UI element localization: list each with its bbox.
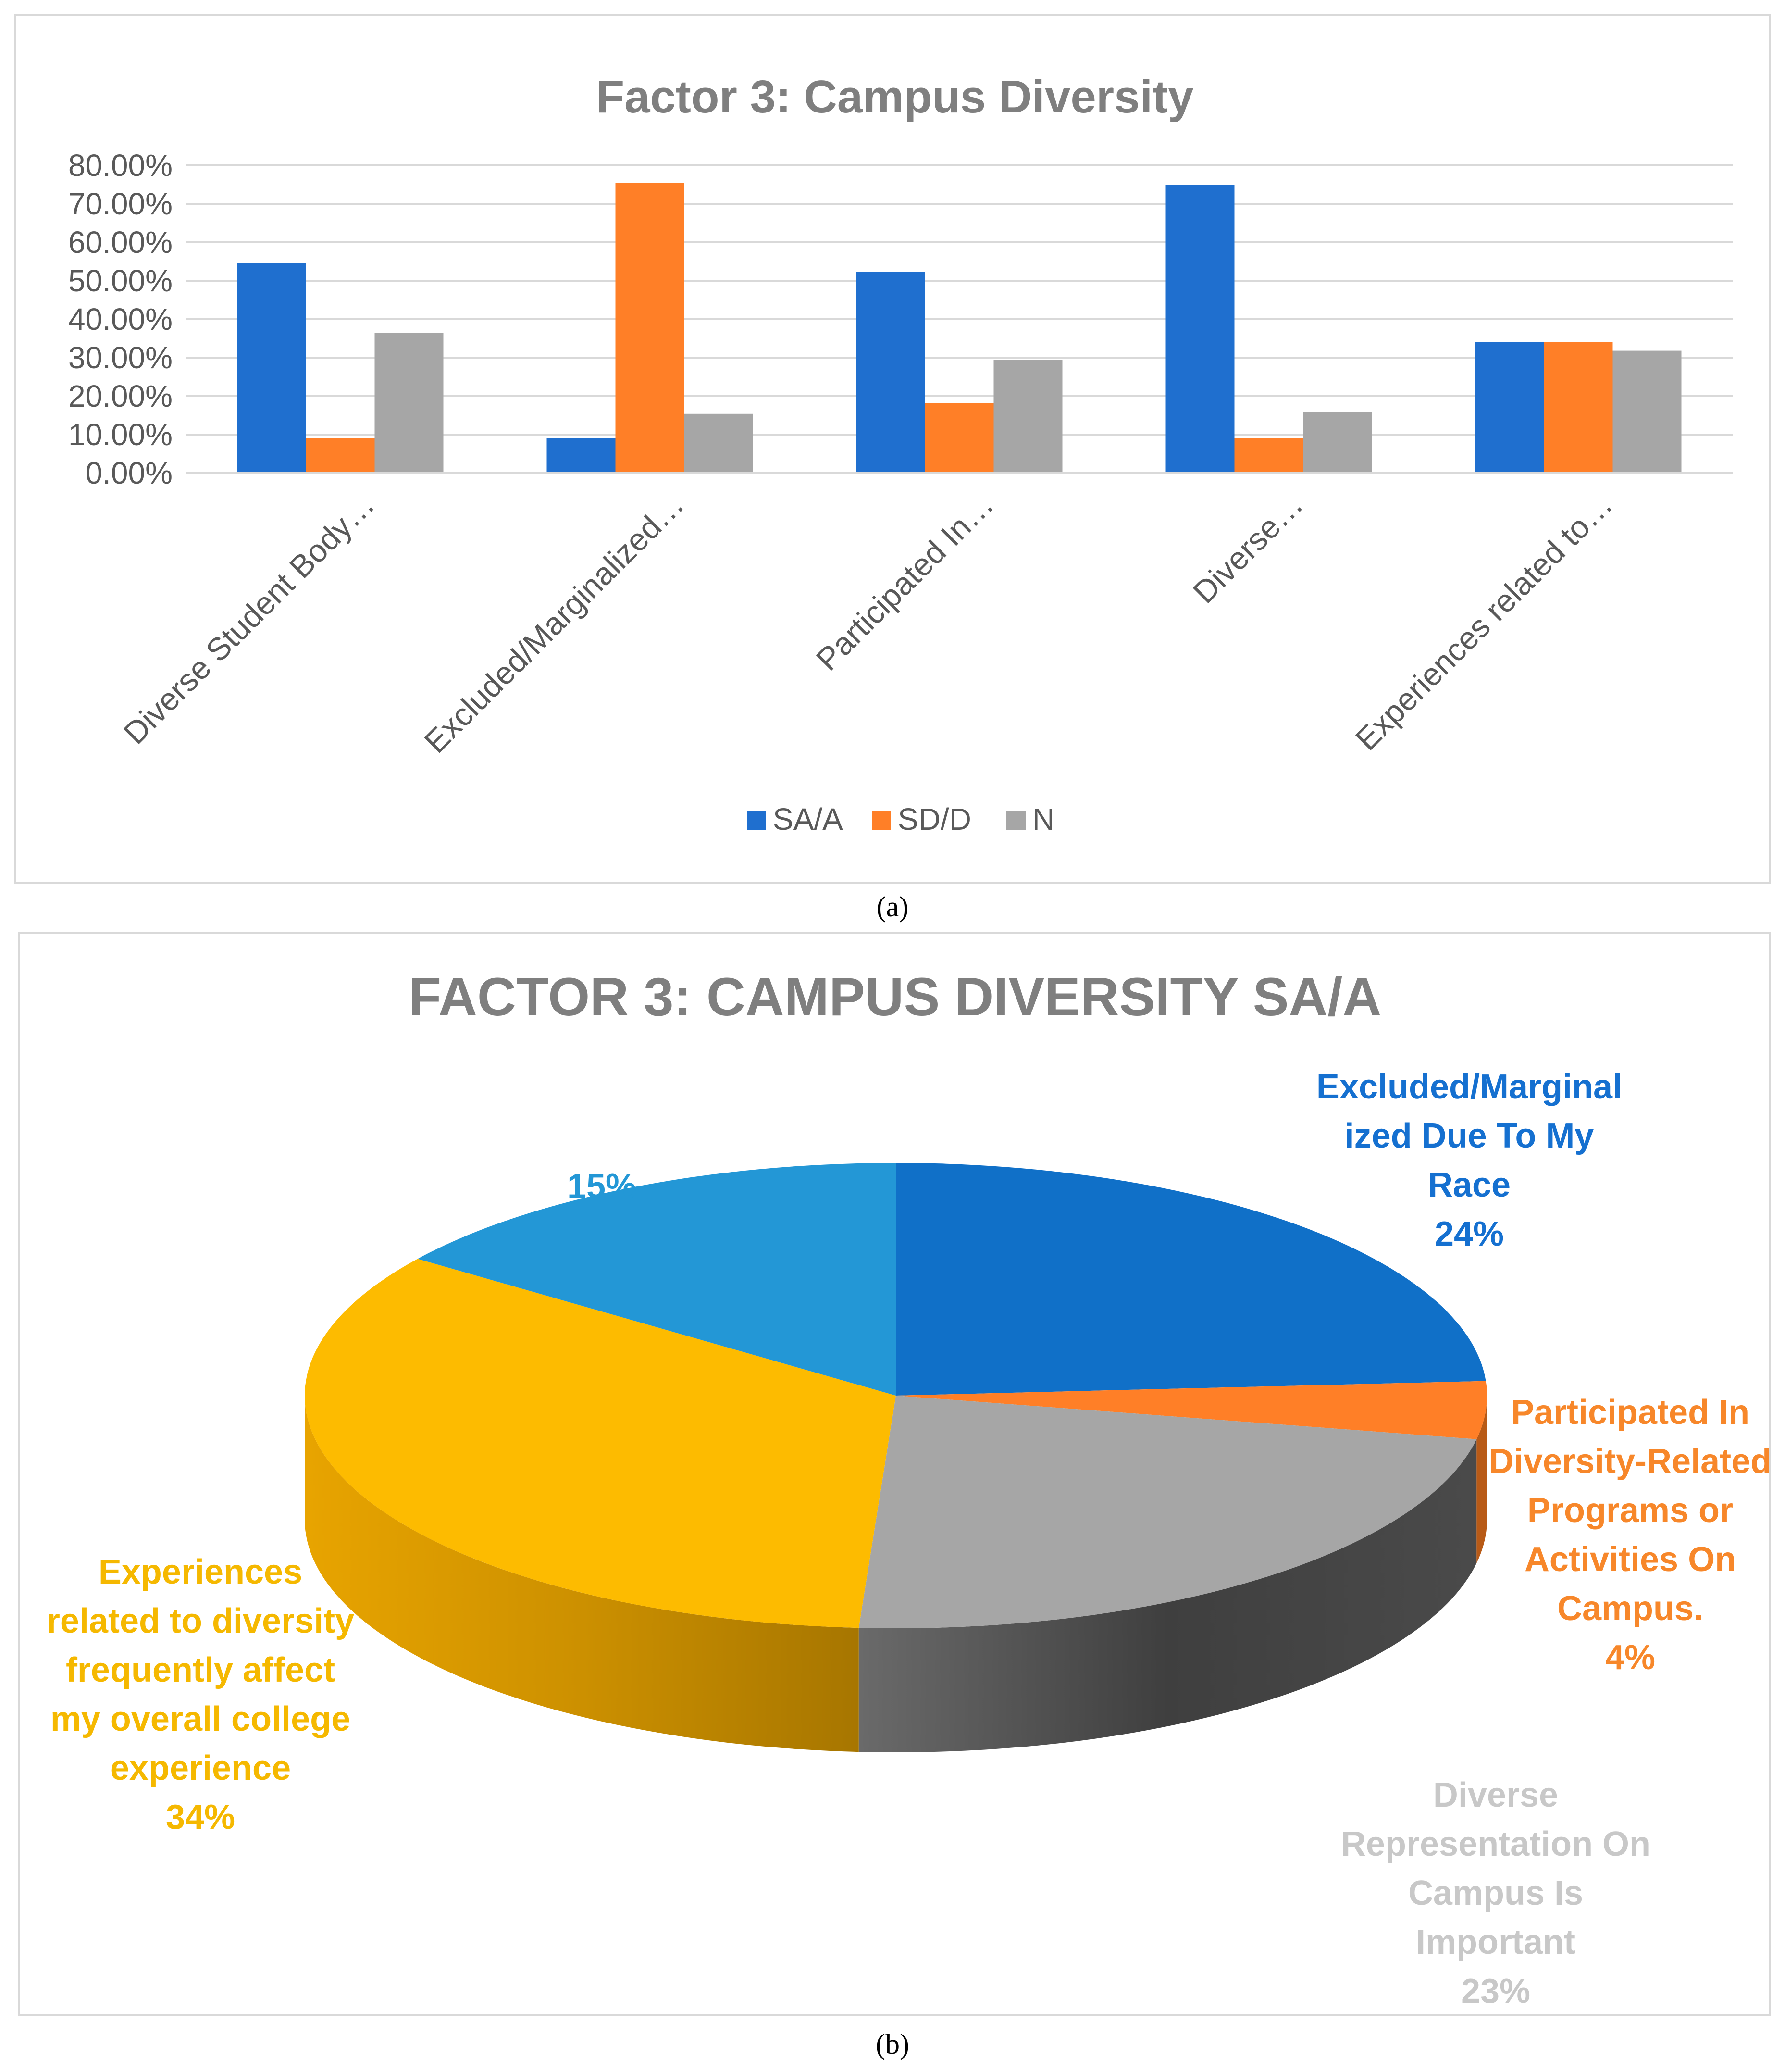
legend-label-N: N [1032,802,1054,836]
y-tick-label: 10.00% [68,417,173,452]
pie-chart-title: FACTOR 3: CAMPUS DIVERSITY SA/A [409,967,1382,1027]
bar-chart-title: Factor 3: Campus Diversity [596,71,1193,123]
y-tick-label: 60.00% [68,225,173,260]
pie-slice [417,1163,896,1396]
pie-chart: FACTOR 3: CAMPUS DIVERSITY SA/A Excluded/… [47,967,1772,2010]
caption-b: (b) [876,2028,909,2060]
pie-side-wall [1476,1396,1487,1563]
y-tick-label: 30.00% [68,340,173,375]
pie-label: Experiences related to diversity frequentl… [47,1553,354,1836]
bar-SD/D [1544,342,1613,473]
y-tick-label: 50.00% [68,263,173,298]
pie-slice [305,1259,896,1628]
pie-slice [896,1163,1486,1396]
bar-SD/D [615,183,684,473]
pie-side-wall [858,1439,1477,1752]
legend-swatch-N [1006,811,1026,830]
bar-SA/A [237,263,306,473]
bar-SA/A [856,272,925,473]
pie-slice [858,1396,1477,1628]
legend-swatch-SA/A [747,811,766,830]
pie-label: Excluded/Marginal ized Due To My Race 24% [1316,1068,1622,1253]
pie-slice [896,1381,1487,1439]
y-tick-label: 80.00% [68,148,173,183]
bar-SD/D [925,403,994,473]
x-tick-label: Experiences related to… [1349,487,1619,757]
caption-a: (a) [876,891,909,923]
bar-N [684,413,753,473]
pie-label: Participated In Diversity-Related Programs… [1489,1393,1769,1677]
y-tick-label: 40.00% [68,302,173,337]
x-tick-label: Diverse Student Body… [117,487,381,751]
pie-side-wall [305,1396,859,1752]
legend-swatch-SD/D [872,811,891,830]
bar-SD/D [1234,438,1303,473]
legend-label-SD/D: SD/D [898,802,971,836]
bar-chart-panel: Factor 3: Campus Diversity 0.00% 10.00% 20.… [14,14,1771,884]
bar-SA/A [1165,185,1235,473]
y-tick-label: 20.00% [68,379,173,413]
bar-N [374,333,444,473]
pie-chart-panel: FACTOR 3: CAMPUS DIVERSITY SA/A Excluded/… [18,932,1772,2016]
bar-chart: Factor 3: Campus Diversity 0.00% 10.00% 20.… [68,71,1733,836]
legend-label-SA/A: SA/A [773,802,843,836]
x-tick-label: Excluded/Marginalized… [417,487,691,760]
pie-label: 15% [567,1167,636,1206]
x-tick-label: Diverse… [1186,487,1310,610]
y-tick-label: 70.00% [68,187,173,221]
bar-N [1303,412,1372,473]
bar-SA/A [1475,342,1544,473]
x-tick-label: Participated In… [809,487,1000,677]
y-tick-label: 0.00% [86,456,173,490]
bar-N [1612,350,1682,473]
bar-SD/D [306,438,375,473]
pie-label: Diverse Representation On Campus Is Importa… [1341,1776,1650,2010]
bar-SA/A [546,438,616,473]
bar-N [993,360,1063,473]
